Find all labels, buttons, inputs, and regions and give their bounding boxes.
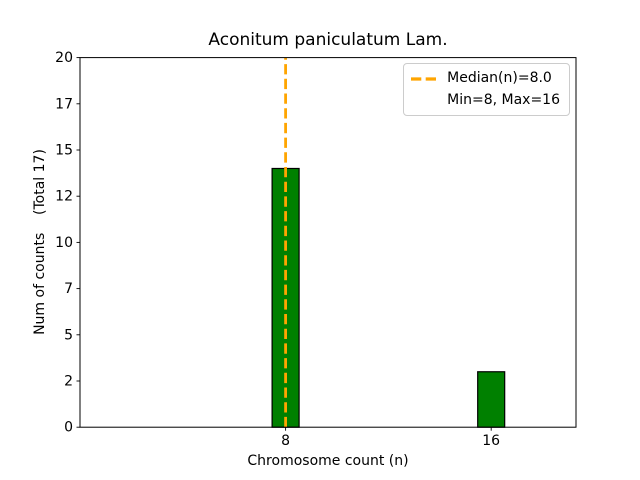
y-tick-label: 15 <box>55 143 73 159</box>
axes-background <box>80 57 576 428</box>
bar <box>477 371 506 428</box>
legend-entry-median: Median(n)=8.0 <box>411 69 560 88</box>
legend-handle-spacer <box>411 94 439 108</box>
y-tick-label: 2 <box>64 374 73 390</box>
chart-title: Aconitum paniculatum Lam. <box>208 30 448 50</box>
y-tick-label: 10 <box>55 235 73 251</box>
x-axis-label: Chromosome count (n) <box>247 453 409 469</box>
legend-entry-minmax: Min=8, Max=16 <box>411 91 560 110</box>
y-tick-label: 17 <box>55 96 73 112</box>
legend-entry-median-label: Median(n)=8.0 <box>447 70 552 86</box>
x-tick-label: 8 <box>281 433 290 449</box>
y-axis-label: Num of counts (Total 17) <box>32 149 48 335</box>
legend: Median(n)=8.0 Min=8, Max=16 <box>403 63 570 116</box>
y-tick-label: 0 <box>64 420 73 436</box>
y-tick-label: 5 <box>64 327 73 343</box>
x-tick-label: 16 <box>482 433 500 449</box>
legend-entry-minmax-label: Min=8, Max=16 <box>447 92 560 108</box>
y-tick-label: 12 <box>55 189 73 205</box>
legend-dash-sample-icon <box>411 76 440 81</box>
y-tick-label: 20 <box>55 50 73 66</box>
y-tick-label: 7 <box>64 281 73 297</box>
